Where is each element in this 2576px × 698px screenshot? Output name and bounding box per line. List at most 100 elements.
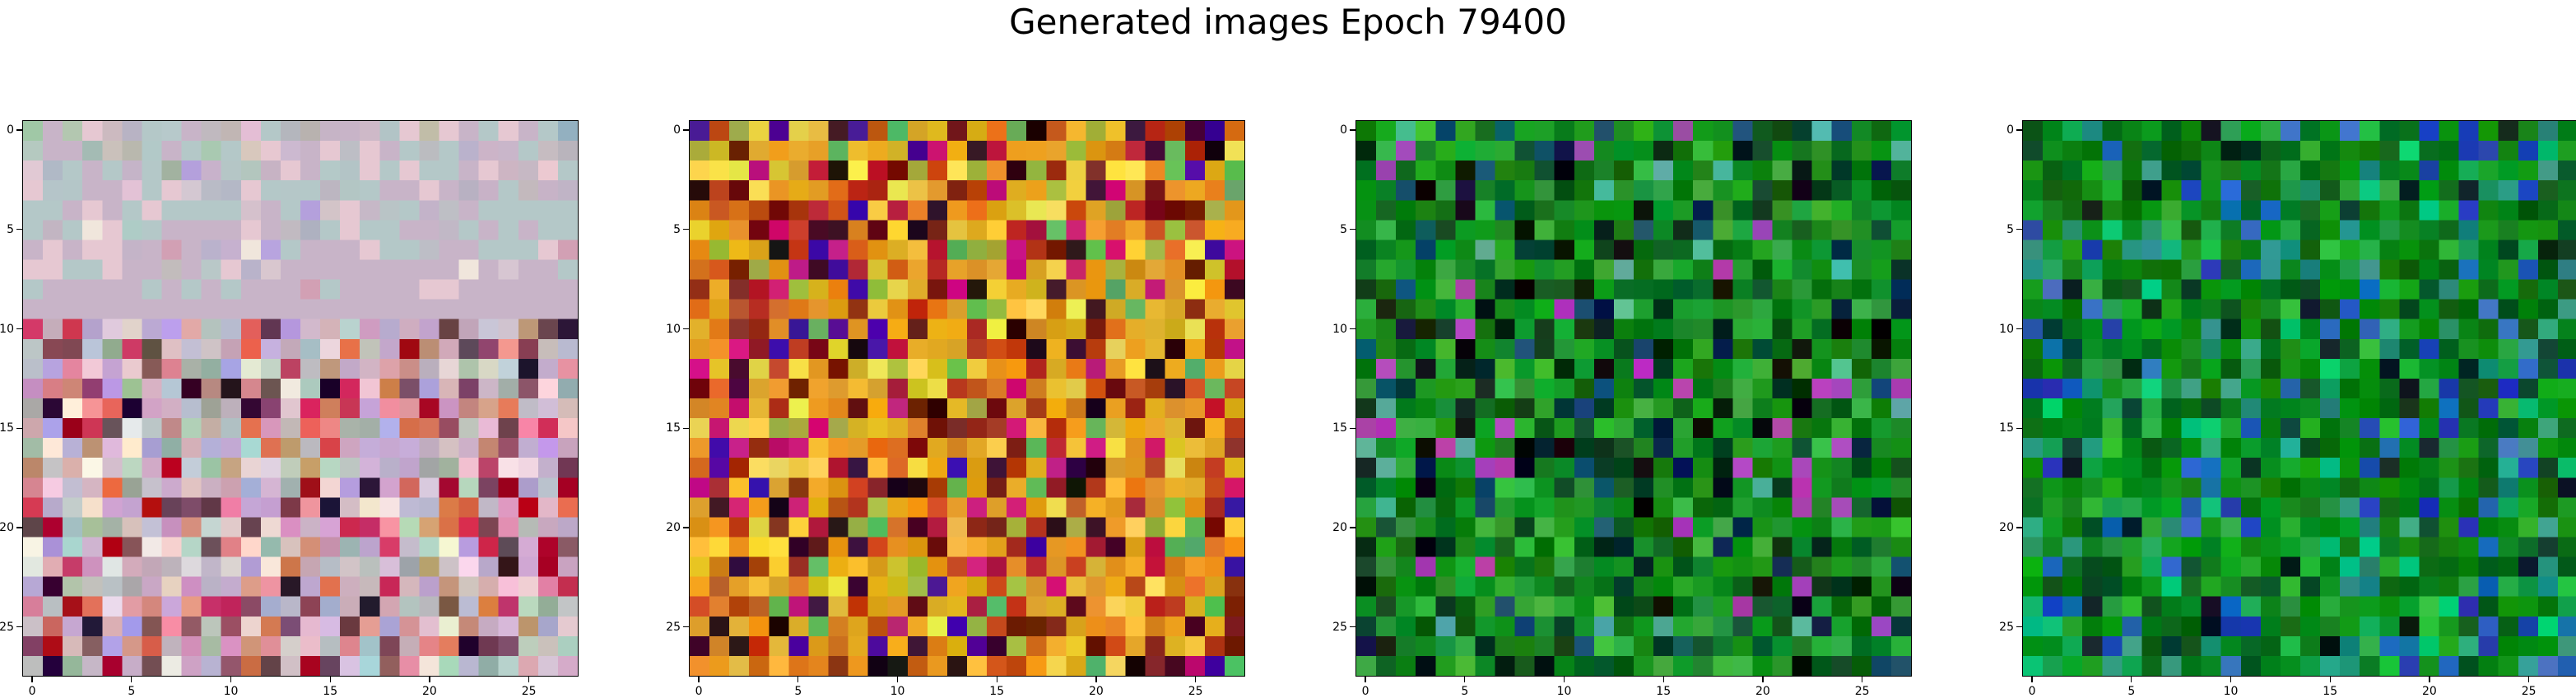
x-tick-label: 15 <box>323 685 338 698</box>
y-tick-label: 5 <box>1340 222 1347 236</box>
y-tick-label: 15 <box>1999 421 2014 435</box>
y-tick-mark <box>1350 427 1355 429</box>
y-tick-mark <box>683 427 689 429</box>
x-tick-label: 10 <box>223 685 239 698</box>
x-tick-mark <box>2230 677 2232 682</box>
x-tick-label: 25 <box>1854 685 1870 698</box>
x-tick-mark <box>2131 677 2132 682</box>
y-tick-mark <box>16 527 22 528</box>
y-tick-mark <box>16 328 22 330</box>
x-tick-mark <box>329 677 331 682</box>
image-pixels-4 <box>2023 121 2576 676</box>
image-pixels-3 <box>1356 121 1911 676</box>
x-tick-mark <box>2429 677 2430 682</box>
x-tick-mark <box>896 677 899 682</box>
y-tick-mark <box>683 527 689 528</box>
y-tick-mark <box>2016 328 2022 330</box>
y-tick-mark <box>2016 427 2022 429</box>
y-tick-mark <box>1350 129 1355 131</box>
x-tick-label: 25 <box>1188 685 1203 698</box>
y-tick-label: 0 <box>1340 123 1347 137</box>
x-tick-mark <box>1195 677 1197 682</box>
y-tick-mark <box>683 328 689 330</box>
x-tick-label: 0 <box>2028 685 2036 698</box>
x-tick-label: 25 <box>521 685 537 698</box>
y-tick-mark <box>683 129 689 131</box>
x-tick-mark <box>1662 677 1664 682</box>
image-pixels-2 <box>690 121 1244 676</box>
y-tick-label: 5 <box>2006 222 2014 236</box>
y-tick-label: 20 <box>1999 520 2014 534</box>
y-tick-label: 20 <box>1332 520 1347 534</box>
y-tick-mark <box>683 626 689 628</box>
x-tick-mark <box>797 677 799 682</box>
y-tick-mark <box>1350 328 1355 330</box>
x-tick-label: 0 <box>28 685 36 698</box>
x-tick-label: 20 <box>2422 685 2437 698</box>
x-tick-label: 5 <box>794 685 802 698</box>
y-tick-mark <box>16 626 22 628</box>
y-tick-mark <box>1350 626 1355 628</box>
x-tick-mark <box>2528 677 2530 682</box>
x-tick-mark <box>131 677 133 682</box>
y-tick-label: 0 <box>673 123 681 137</box>
y-tick-label: 20 <box>0 520 14 534</box>
y-tick-mark <box>2016 229 2022 230</box>
x-tick-mark <box>2329 677 2331 682</box>
x-tick-mark <box>698 677 700 682</box>
x-tick-label: 10 <box>1556 685 1572 698</box>
y-tick-label: 25 <box>666 620 681 634</box>
x-tick-label: 20 <box>1755 685 1770 698</box>
x-tick-mark <box>2031 677 2033 682</box>
x-tick-mark <box>429 677 430 682</box>
y-tick-label: 5 <box>7 222 14 236</box>
x-tick-label: 20 <box>422 685 437 698</box>
y-tick-mark <box>1350 527 1355 528</box>
y-tick-mark <box>16 229 22 230</box>
x-tick-label: 20 <box>1089 685 1104 698</box>
y-tick-label: 10 <box>1999 322 2014 336</box>
y-tick-label: 10 <box>0 322 14 336</box>
figure-title: Generated images Epoch 79400 <box>1009 2 1567 42</box>
y-tick-label: 25 <box>1999 620 2014 634</box>
y-tick-label: 10 <box>666 322 681 336</box>
y-tick-label: 15 <box>666 421 681 435</box>
x-tick-label: 15 <box>989 685 1005 698</box>
y-tick-mark <box>16 427 22 429</box>
x-tick-mark <box>528 677 530 682</box>
x-tick-mark <box>1095 677 1097 682</box>
x-tick-label: 5 <box>128 685 136 698</box>
x-tick-label: 15 <box>1656 685 1672 698</box>
y-tick-label: 5 <box>673 222 681 236</box>
y-tick-mark <box>16 129 22 131</box>
x-tick-label: 5 <box>1461 685 1469 698</box>
x-tick-mark <box>230 677 232 682</box>
generated-image-4 <box>2022 120 2576 677</box>
generated-image-2 <box>689 120 1245 677</box>
y-tick-label: 20 <box>666 520 681 534</box>
x-tick-label: 0 <box>695 685 703 698</box>
y-tick-mark <box>683 229 689 230</box>
y-tick-mark <box>2016 129 2022 131</box>
x-tick-label: 10 <box>2223 685 2239 698</box>
x-tick-label: 5 <box>2127 685 2136 698</box>
y-tick-label: 0 <box>2006 123 2014 137</box>
y-tick-label: 15 <box>1332 421 1347 435</box>
x-tick-mark <box>31 677 33 682</box>
generated-image-3 <box>1355 120 1912 677</box>
x-tick-label: 15 <box>2323 685 2338 698</box>
y-tick-label: 10 <box>1332 322 1347 336</box>
x-tick-label: 10 <box>890 685 905 698</box>
x-tick-label: 0 <box>1361 685 1369 698</box>
y-tick-label: 15 <box>0 421 14 435</box>
y-tick-label: 25 <box>0 620 14 634</box>
y-tick-mark <box>2016 527 2022 528</box>
x-tick-mark <box>1464 677 1466 682</box>
generated-image-1 <box>22 120 579 677</box>
y-tick-label: 25 <box>1332 620 1347 634</box>
x-tick-label: 25 <box>2521 685 2536 698</box>
y-tick-label: 0 <box>7 123 14 137</box>
x-tick-mark <box>1563 677 1565 682</box>
y-tick-mark <box>2016 626 2022 628</box>
y-tick-mark <box>1350 229 1355 230</box>
